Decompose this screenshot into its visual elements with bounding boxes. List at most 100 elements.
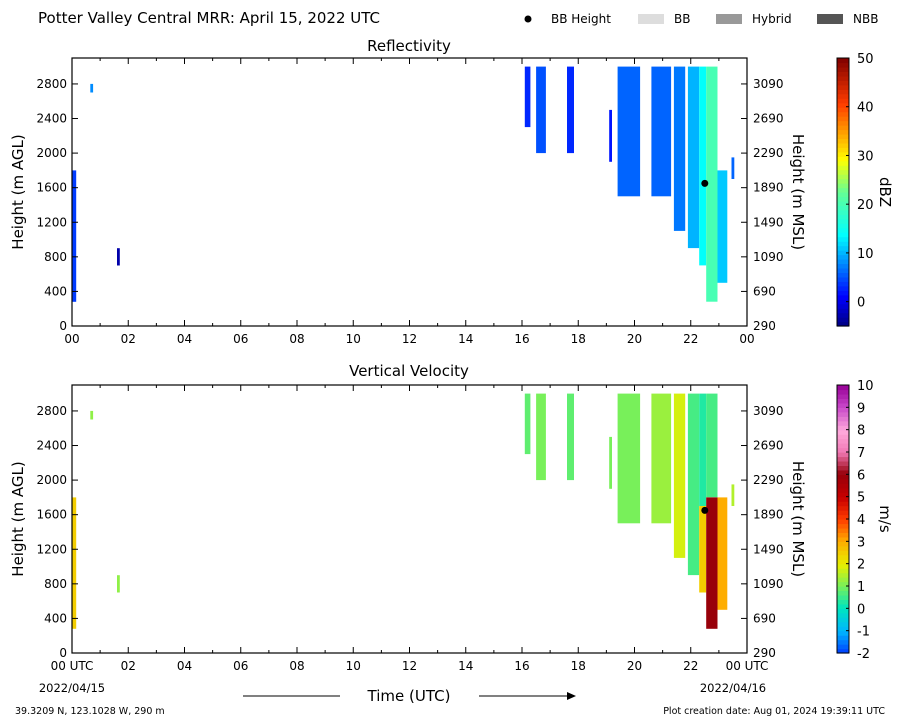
y-tick-label-right: 690 <box>753 611 776 625</box>
colorbar-segment <box>837 460 849 466</box>
colorbar-segment <box>837 160 849 166</box>
colorbar-segment <box>837 58 849 64</box>
echo-column <box>536 66 546 154</box>
legend-label: BB <box>674 12 690 26</box>
colorbar-segment <box>837 501 849 507</box>
location-text: 39.3209 N, 123.1028 W, 290 m <box>15 706 165 717</box>
y-tick-label: 0 <box>59 646 67 660</box>
colorbar-segment <box>837 635 849 641</box>
legend-entry: BB Height <box>524 12 611 26</box>
colorbar-segment <box>837 66 849 72</box>
echo-column <box>90 83 94 93</box>
colorbar-tick-label: 1 <box>857 580 865 595</box>
x-tick-label: 14 <box>458 332 473 346</box>
echo-column <box>731 484 735 506</box>
start-date: 2022/04/15 <box>39 681 105 695</box>
echo-column <box>731 157 735 179</box>
colorbar-segment <box>837 263 849 269</box>
colorbar-segment <box>837 514 849 520</box>
colorbar-segment <box>837 599 849 605</box>
colorbar-segment <box>837 568 849 574</box>
echo-column <box>72 497 77 629</box>
colorbar-segment <box>837 151 849 157</box>
colorbar-segment <box>837 541 849 547</box>
colorbar-segment <box>837 608 849 614</box>
colorbar-segment <box>837 438 849 444</box>
x-tick-label: 02 <box>121 659 136 673</box>
colorbar-segment <box>837 402 849 408</box>
legend-swatch <box>638 14 664 24</box>
colorbar-segment <box>837 519 849 525</box>
y-tick-label-right: 1490 <box>753 215 784 229</box>
echo-column <box>651 393 672 524</box>
colorbar-segment <box>837 385 849 391</box>
colorbar-segment <box>837 111 849 117</box>
x-tick-label: 12 <box>402 659 417 673</box>
colorbar-segment <box>837 429 849 435</box>
colorbar-segment <box>837 590 849 596</box>
y-tick-label: 1600 <box>36 181 67 195</box>
colorbar-segment <box>837 187 849 193</box>
plot-frame <box>71 384 748 654</box>
x-tick-label: 20 <box>627 659 642 673</box>
echo-column <box>567 66 574 154</box>
echo-column <box>567 393 574 481</box>
echo-column <box>706 66 718 302</box>
time-axis-label: Time (UTC) <box>367 687 451 705</box>
colorbar-segment <box>837 89 849 95</box>
panel-title: Reflectivity <box>367 37 451 55</box>
colorbar-tick-label: 8 <box>857 424 865 439</box>
x-tick-label: 10 <box>346 659 361 673</box>
colorbar-segment <box>837 138 849 144</box>
y-axis-label-right: Height (m MSL) <box>789 461 807 577</box>
colorbar-segment <box>837 259 849 265</box>
echo-column <box>706 497 718 629</box>
colorbar-segment <box>837 586 849 592</box>
colorbar-segment <box>837 389 849 395</box>
y-tick-label: 400 <box>44 611 67 625</box>
plot-content <box>72 393 735 629</box>
echo-column <box>617 66 641 197</box>
colorbar-segment <box>837 276 849 282</box>
colorbar-segment <box>837 563 849 569</box>
colorbar-segment <box>837 572 849 578</box>
colorbar-segment <box>837 129 849 135</box>
colorbar-segment <box>837 443 849 449</box>
colorbar-segment <box>837 71 849 77</box>
x-tick-label: 00 UTC <box>726 659 769 673</box>
y-tick-label-right: 1890 <box>753 181 784 195</box>
colorbar-segment <box>837 62 849 68</box>
colorbar-segment <box>837 478 849 484</box>
echo-column <box>609 436 612 489</box>
colorbar-tick-label: 5 <box>857 491 865 506</box>
legend-entry: BB <box>638 12 690 26</box>
colorbar-segment <box>837 474 849 480</box>
colorbar-segment <box>837 178 849 184</box>
colorbar-segment <box>837 594 849 600</box>
colorbar-segment <box>837 218 849 224</box>
y-tick-label: 0 <box>59 319 67 333</box>
colorbar-tick-label: -1 <box>857 625 870 640</box>
colorbar-segment <box>837 84 849 90</box>
colorbar-segment <box>837 393 849 399</box>
colorbar-segment <box>837 227 849 233</box>
colorbar-segment <box>837 294 849 300</box>
colorbar-segment <box>837 483 849 489</box>
colorbar-segment <box>837 536 849 542</box>
colorbar-tick-label: 9 <box>857 401 865 416</box>
colorbar-segment <box>837 527 849 533</box>
colorbar-segment <box>837 183 849 189</box>
y-tick-label: 400 <box>44 284 67 298</box>
bb-height-marker <box>701 179 709 187</box>
colorbar-segment <box>837 447 849 453</box>
legend-label: NBB <box>853 12 878 26</box>
y-axis-label: Height (m AGL) <box>9 134 27 249</box>
colorbar-segment <box>837 452 849 458</box>
plot-content <box>72 66 735 302</box>
echo-column <box>699 66 707 266</box>
x-tick-label: 16 <box>514 332 529 346</box>
colorbar-segment <box>837 133 849 139</box>
colorbar-segment <box>837 407 849 413</box>
creation-date-text: Plot creation date: Aug 01, 2024 19:39:1… <box>663 706 885 717</box>
colorbar-tick-label: 7 <box>857 446 865 461</box>
